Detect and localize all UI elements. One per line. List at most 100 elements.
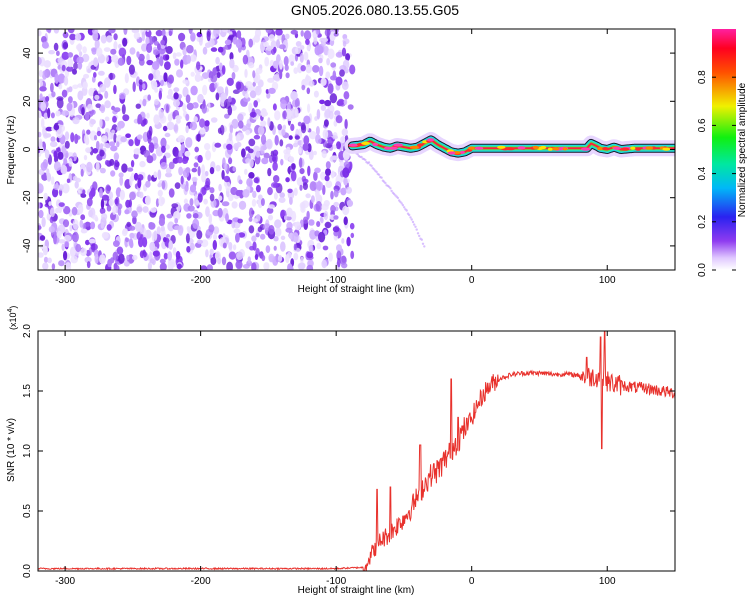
noise-blob [182, 169, 190, 178]
track-hotspot [388, 146, 398, 150]
noise-blob [290, 170, 297, 182]
noise-blob [260, 134, 267, 145]
noise-blob [287, 188, 293, 194]
noise-blob [149, 241, 156, 252]
noise-blob [175, 52, 182, 57]
noise-blob [158, 196, 165, 207]
noise-blob [119, 189, 125, 201]
noise-blob [88, 209, 93, 218]
noise-blob [185, 137, 193, 148]
noise-blob [135, 76, 141, 87]
noise-blob [125, 237, 130, 243]
noise-blob [62, 219, 70, 228]
noise-blob [118, 92, 126, 100]
noise-blob [145, 180, 151, 188]
noise-blob [253, 34, 260, 43]
noise-blob [64, 140, 70, 149]
noise-blob [125, 133, 131, 138]
noise-blob [103, 77, 111, 88]
noise-blob [201, 173, 207, 183]
noise-blob [88, 238, 96, 244]
noise-blob [106, 224, 112, 231]
noise-blob [196, 239, 203, 245]
track-hotspot [551, 147, 560, 151]
noise-blob [106, 185, 112, 192]
noise-blob [253, 134, 261, 140]
noise-blob [221, 256, 227, 266]
noise-blob [118, 172, 124, 178]
track-hotspot [384, 146, 391, 150]
noise-blob [108, 141, 116, 147]
noise-blob [342, 205, 350, 216]
noise-blob [320, 77, 327, 86]
noise-blob [225, 181, 231, 192]
noise-blob [38, 56, 42, 66]
x-tick-label: -300 [55, 576, 75, 587]
noise-blob [64, 131, 70, 141]
noise-blob [295, 46, 301, 55]
noise-blob [142, 206, 149, 213]
noise-blob [249, 158, 254, 168]
noise-blob [127, 167, 134, 172]
noise-blob [196, 230, 203, 240]
noise-blob [42, 245, 48, 256]
noise-blob [131, 210, 138, 218]
noise-blob [106, 205, 112, 212]
noise-blob [85, 239, 90, 246]
noise-blob [160, 225, 165, 232]
noise-blob [50, 82, 54, 93]
noise-blob [61, 243, 65, 251]
noise-blob [305, 193, 311, 199]
noise-blob [133, 172, 139, 181]
noise-blob [328, 252, 333, 262]
noise-blob [47, 257, 52, 264]
y-tick-label: 0 [22, 146, 33, 152]
noise-blob [72, 234, 78, 241]
noise-blob [302, 182, 308, 191]
noise-blob [209, 167, 215, 175]
noise-blob [278, 197, 286, 203]
noise-blob [129, 47, 136, 55]
noise-blob [77, 43, 82, 52]
noise-blob [341, 255, 347, 264]
noise-blob [43, 112, 48, 120]
noise-blob [201, 72, 210, 79]
noise-blob [267, 117, 271, 127]
noise-blob [38, 30, 42, 37]
noise-blob [299, 184, 303, 191]
noise-blob [150, 207, 157, 213]
noise-blob [287, 263, 293, 270]
noise-blob [125, 199, 131, 208]
noise-blob [123, 29, 128, 35]
noise-blob [274, 110, 281, 121]
track-hotspot [562, 147, 568, 151]
noise-blob [60, 164, 68, 175]
noise-blob [237, 218, 243, 224]
noise-blob [159, 262, 167, 270]
noise-blob [128, 139, 134, 147]
noise-blob [248, 225, 255, 234]
branch-point [367, 161, 371, 164]
noise-blob [297, 63, 303, 74]
noise-blob [38, 138, 43, 149]
branch-point [416, 232, 420, 235]
noise-blob [194, 146, 199, 153]
noise-blob [284, 64, 289, 71]
noise-blob [335, 51, 343, 58]
noise-blob [318, 57, 323, 64]
branch-point [384, 181, 387, 185]
noise-blob [202, 46, 208, 55]
noise-blob [177, 156, 183, 164]
noise-blob [174, 182, 181, 190]
noise-blob [270, 150, 274, 157]
noise-blob [98, 70, 105, 76]
y-tick-label: 2.0 [22, 324, 33, 338]
noise-blob [235, 189, 243, 197]
snr-series-line [38, 331, 675, 571]
noise-blob [76, 56, 84, 64]
noise-blob [248, 207, 254, 218]
noise-blob [62, 183, 70, 194]
track-hotspot [459, 150, 465, 154]
noise-blob [100, 104, 106, 114]
noise-blob [212, 233, 218, 241]
